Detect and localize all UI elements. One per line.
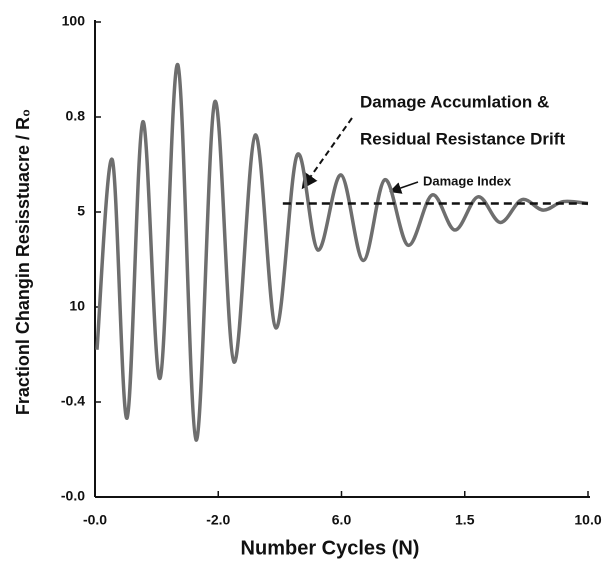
annotation: Damage Index [423,173,512,188]
x-tick-label: 10.0 [574,512,601,528]
annotation-arrow [301,117,353,190]
x-tick-label: 1.5 [455,512,475,528]
annotation: Damage Accumlation & [360,92,549,111]
y-tick-label: 10 [69,298,85,314]
x-axis-label: Number Cycles (N) [241,537,420,559]
x-tick-label: 6.0 [332,512,352,528]
x-tick-label: -0.0 [83,512,107,528]
data-line [95,62,589,442]
x-tick-label: -2.0 [206,512,230,528]
y-tick-label: 5 [77,203,85,219]
y-tick-label: -0.4 [61,393,85,409]
y-axis-label: Fractionl Changin Resisstuacre / R₀ [13,109,33,415]
annotation-arrow [389,181,419,194]
y-tick-label: 100 [62,13,86,29]
y-tick-label: -0.0 [61,488,85,504]
y-tick-label: 0.8 [66,108,86,124]
annotation: Residual Resistance Drift [360,129,565,148]
